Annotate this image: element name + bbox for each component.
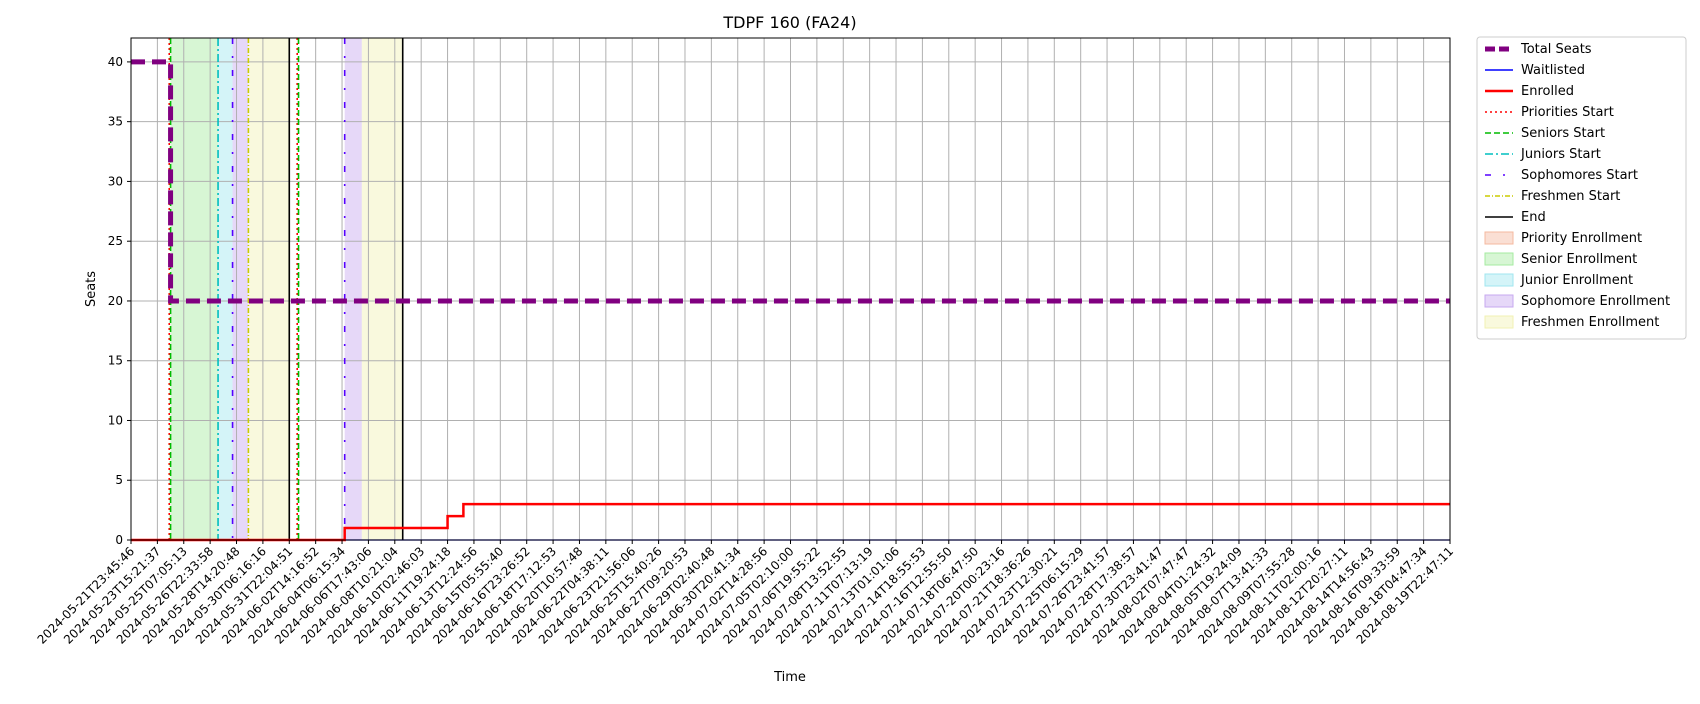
chart-title: TDPF 160 (FA24) [722,13,856,32]
y-tick-label: 0 [115,533,123,547]
y-tick-label: 15 [108,354,123,368]
y-tick-label: 10 [108,413,123,427]
y-tick-label: 30 [108,174,123,188]
vertical-markers [168,38,404,540]
series-total-seats [131,59,1450,304]
region-junior-enrollment-0 [218,38,233,540]
legend-label-enrolled: Enrolled [1521,84,1574,99]
legend-swatch-priority-enrollment [1484,231,1514,245]
region-senior-enrollment-0 [170,38,219,540]
legend-label-seniors-start: Seniors Start [1521,126,1605,141]
legend: Total Seats Waitlisted Enrolled Priorities … [1476,36,1687,340]
legend-swatch-sophomore-enrollment [1484,294,1514,308]
legend-label-sophomores-start: Sophomores Start [1521,168,1638,183]
region-sophomore-enrollment-1 [344,38,362,540]
legend-label-senior-enrollment: Senior Enrollment [1521,252,1637,267]
legend-swatch-freshmen-enrollment [1484,315,1514,329]
y-tick-label: 25 [108,234,123,248]
legend-label-end: End [1521,210,1546,225]
legend-label-priority-enrollment: Priority Enrollment [1521,231,1642,246]
shaded-regions [170,38,403,540]
y-tick-label: 5 [115,473,123,487]
series-enrolled [131,502,1450,542]
region-freshmen-enrollment-0 [248,38,290,540]
y-tick-label: 35 [108,115,123,129]
legend-label-freshmen-start: Freshmen Start [1521,189,1620,204]
legend-label-freshmen-enrollment: Freshmen Enrollment [1521,315,1659,330]
legend-label-priorities-start: Priorities Start [1521,105,1614,120]
y-axis-label: Seats [84,271,99,307]
x-axis-label: Time [773,670,806,685]
legend-label-sophomore-enrollment: Sophomore Enrollment [1521,294,1670,309]
legend-swatch-junior-enrollment [1484,273,1514,287]
grid [130,38,1451,541]
y-tick-label: 20 [108,294,123,308]
legend-label-total-seats: Total Seats [1520,42,1592,57]
legend-label-juniors-start: Juniors Start [1520,147,1601,162]
legend-label-waitlisted: Waitlisted [1521,63,1585,78]
y-tick-label: 40 [108,55,123,69]
axes: 05101520253035402024-05-21T23:45:462024-… [35,37,1456,647]
region-sophomore-enrollment-0 [232,38,249,540]
legend-swatch-senior-enrollment [1484,252,1514,266]
legend-label-junior-enrollment: Junior Enrollment [1520,273,1633,288]
legend-box [1476,36,1687,340]
